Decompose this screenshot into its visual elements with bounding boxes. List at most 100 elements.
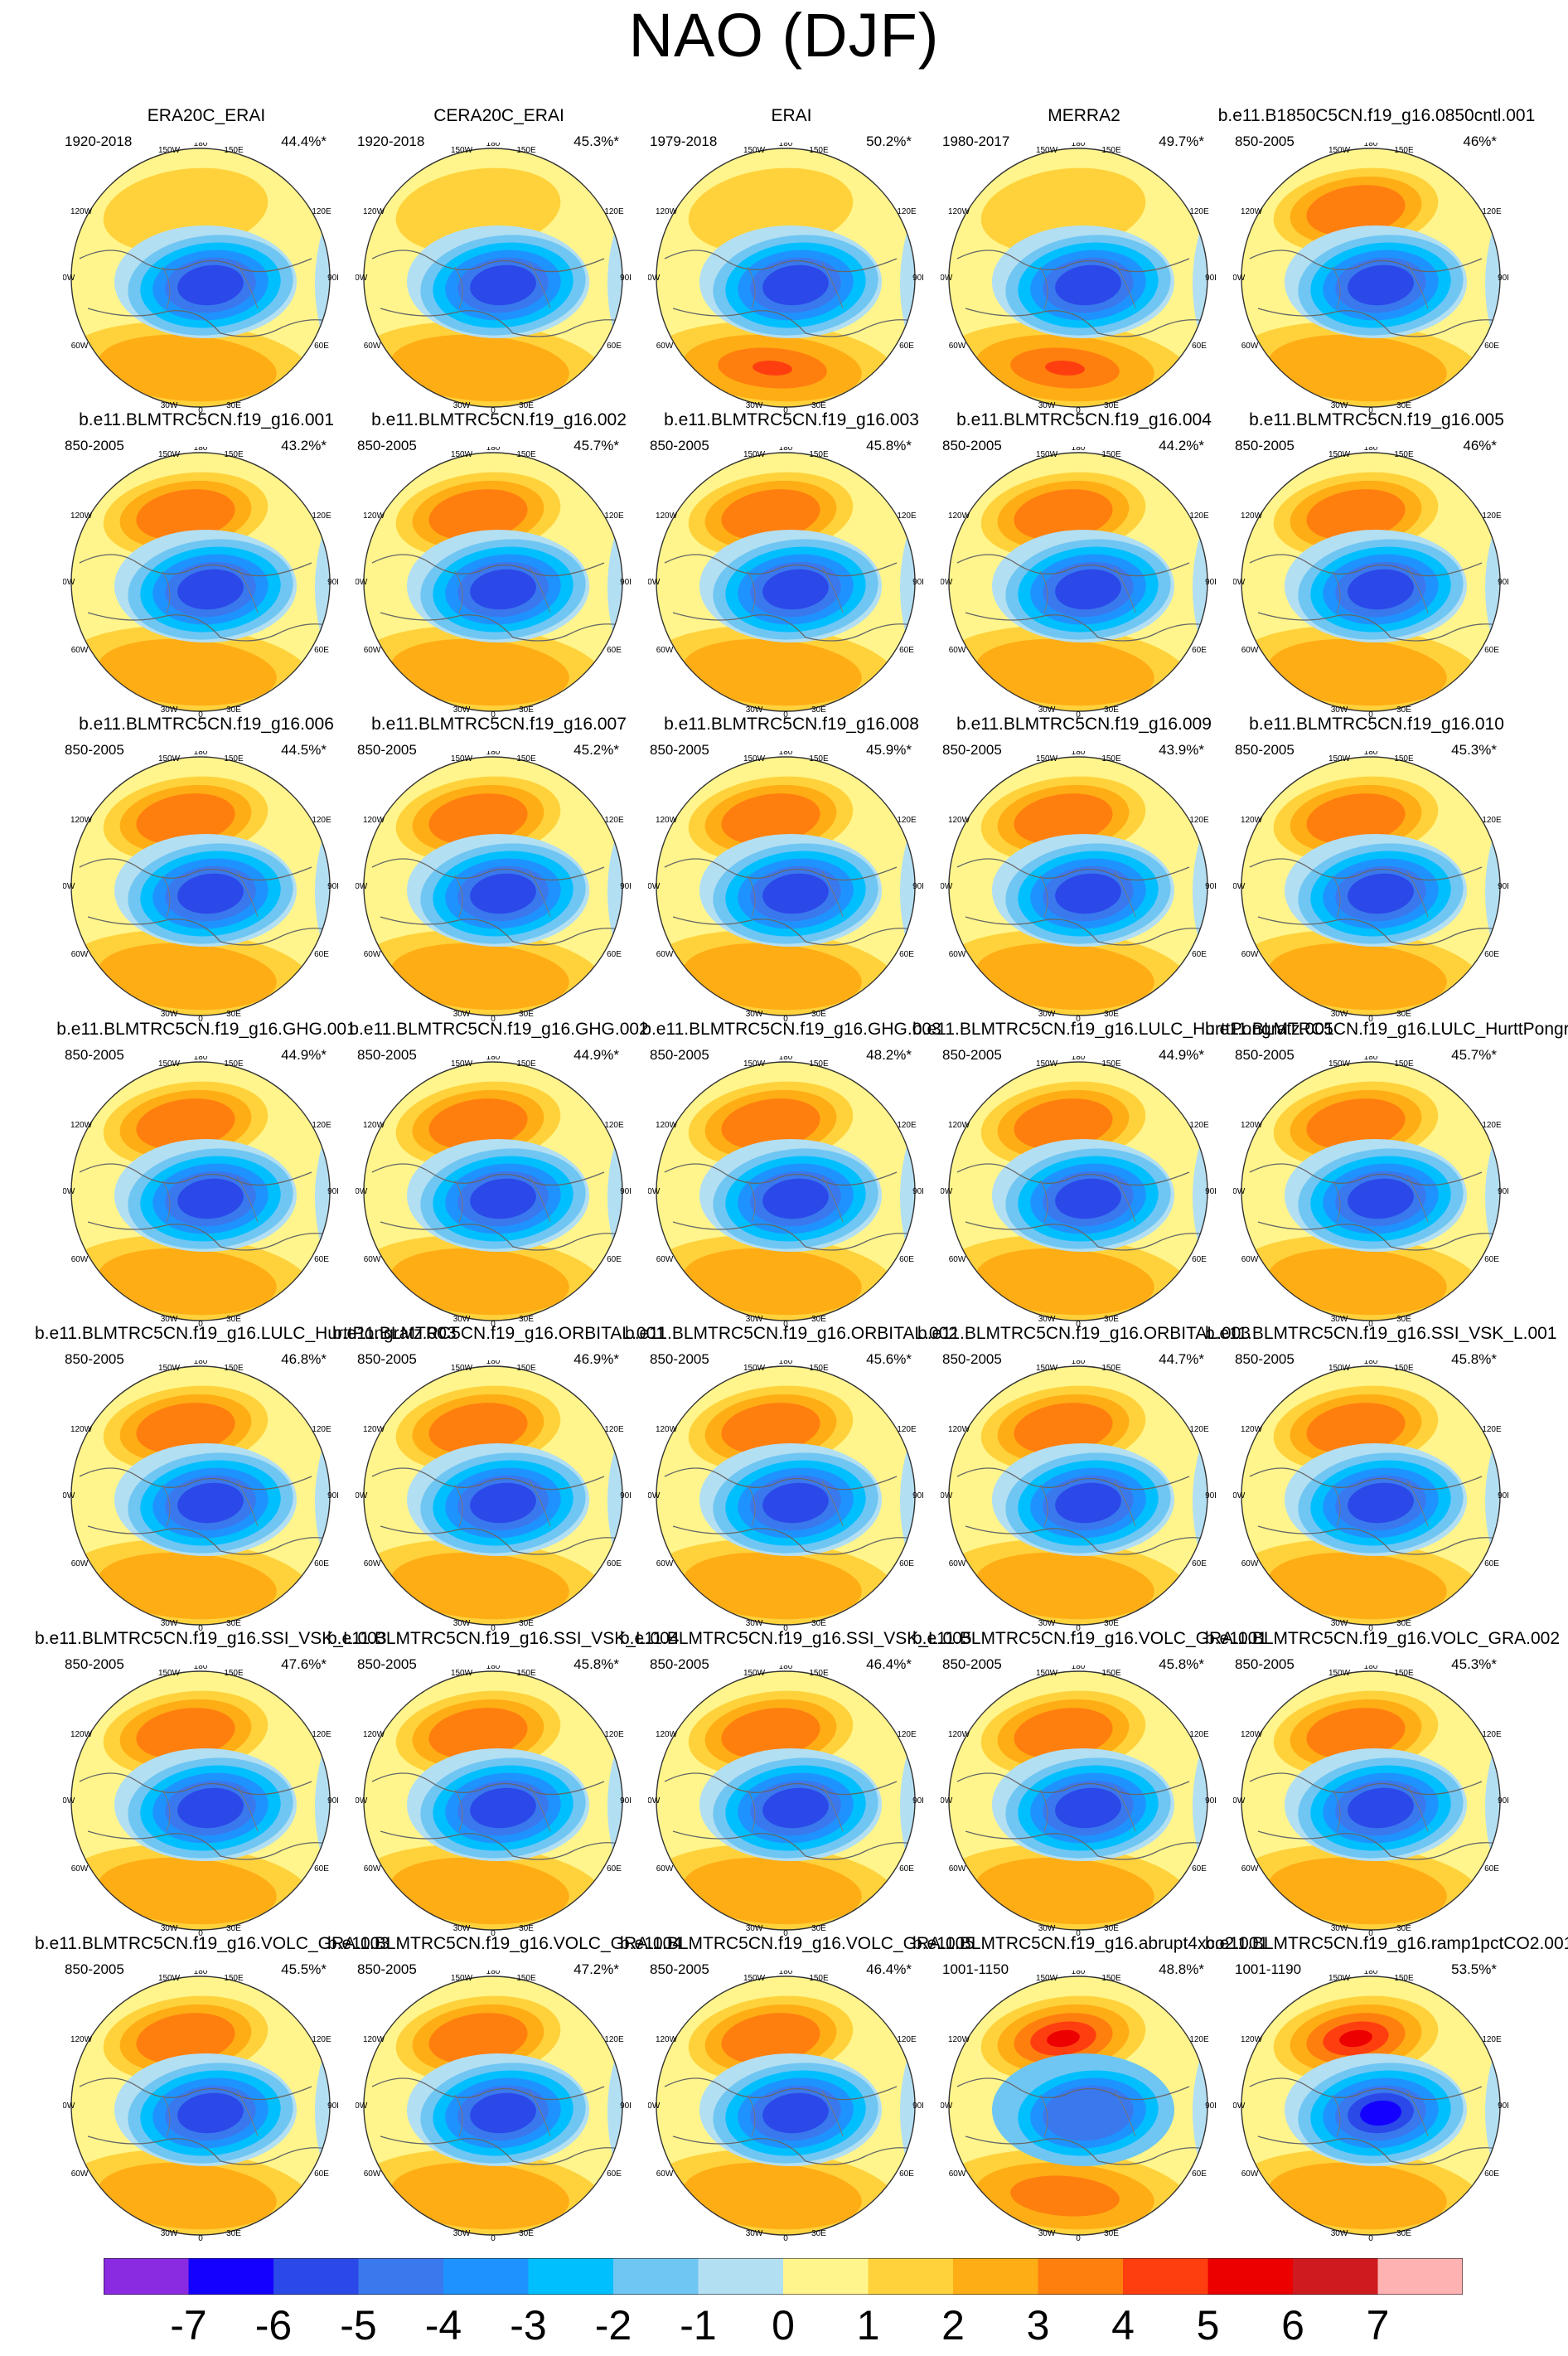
svg-text:150W: 150W [743,450,766,459]
svg-text:30E: 30E [811,1315,826,1324]
panel-variance-pct: 44.9%* [573,1047,619,1063]
svg-text:60W: 60W [1241,950,1259,959]
panel-variance-pct: 45.8%* [866,438,912,453]
panel-period: 850-2005 [650,1656,709,1672]
svg-text:150E: 150E [809,1364,829,1373]
svg-text:120E: 120E [897,1730,917,1739]
svg-text:60W: 60W [949,2169,966,2179]
map-panel: b.e11.BLMTRC5CN.f19_g16.ORBITAL.001 850-2… [332,1324,665,1631]
colorbar-tick-label: 6 [1281,2302,1304,2349]
svg-text:0: 0 [198,1320,203,1326]
svg-text:30E: 30E [1396,2229,1411,2238]
panel-variance-pct: 53.5%* [1451,1961,1497,1977]
svg-text:30E: 30E [811,1924,826,1933]
panel-period: 1920-2018 [65,133,133,149]
polar-map: 180 150W 150E 120W 120E 90W 90E 60W 60E 30W 30E 0 [941,1665,1216,1936]
svg-text:0: 0 [1368,1929,1373,1936]
svg-text:150E: 150E [516,1364,536,1373]
svg-text:150W: 150W [158,1364,181,1373]
panel-variance-pct: 46%* [1463,438,1497,453]
panel-variance-pct: 45.7%* [573,438,619,453]
polar-map: 180 150W 150E 120W 120E 90W 90E 60W 60E 30W 30E 0 [63,1056,338,1326]
svg-text:120E: 120E [604,207,624,216]
svg-text:180: 180 [1364,143,1378,148]
svg-text:120W: 120W [363,2035,385,2044]
svg-text:90E: 90E [1205,1187,1216,1196]
svg-text:90W: 90W [648,2101,661,2111]
svg-text:90W: 90W [63,274,75,283]
map-panel: b.e11.BLMTRC5CN.f19_g16.VOLC_GRA.003 850-… [35,1934,390,2241]
svg-text:30W: 30W [1331,1924,1348,1933]
polar-map: 180 150W 150E 120W 120E 90W 90E 60W 60E 30W 30E 0 [648,1056,923,1326]
svg-text:150E: 150E [516,1974,536,1983]
svg-text:0: 0 [198,1015,203,1021]
panel-title: b.e11.BLMTRC5CN.f19_g16.VOLC_GRA.001 [912,1629,1267,1648]
svg-text:180: 180 [486,1665,501,1671]
svg-text:120W: 120W [363,816,385,825]
svg-text:30W: 30W [1331,705,1348,715]
svg-text:60W: 60W [364,950,381,959]
svg-text:120E: 120E [604,1730,624,1739]
svg-text:30E: 30E [226,1315,241,1324]
colorbar-tick-label: -3 [510,2302,547,2349]
svg-text:90E: 90E [1498,578,1508,587]
colorbar [104,2258,1463,2295]
polar-map: 180 150W 150E 120W 120E 90W 90E 60W 60E 30W 30E 0 [356,751,631,1021]
svg-text:60W: 60W [364,646,381,655]
svg-text:60W: 60W [71,646,89,655]
map-panel: ERAI 1979-2018 50.2%* 180 150W 150E 120W 120E 90… [645,106,938,413]
svg-text:60W: 60W [949,950,966,959]
svg-text:120E: 120E [604,1425,624,1434]
svg-text:150W: 150W [1036,1669,1058,1678]
svg-text:60W: 60W [949,342,966,351]
svg-text:120E: 120E [604,511,624,521]
panel-period: 850-2005 [942,1047,1002,1063]
svg-text:120E: 120E [604,816,624,825]
svg-text:120E: 120E [312,1730,332,1739]
svg-text:120E: 120E [1189,2035,1209,2044]
svg-text:150W: 150W [1036,1974,1058,1983]
svg-text:60W: 60W [656,1255,674,1264]
svg-text:30W: 30W [746,1619,763,1628]
svg-text:60E: 60E [1192,1559,1207,1568]
svg-text:60E: 60E [1192,646,1207,655]
svg-text:60W: 60W [949,1864,966,1874]
map-panel: MERRA2 1980-2017 49.7%* 180 150W 150E 120W 120E… [937,106,1231,413]
panel-title: b.e11.BLMTRC5CN.f19_g16.009 [956,715,1212,734]
svg-text:60E: 60E [1484,950,1499,959]
svg-text:150E: 150E [516,1669,536,1678]
map-panel: b.e11.BLMTRC5CN.f19_g16.008 850-2005 45.9%… [645,715,938,1021]
svg-text:150E: 150E [516,450,536,459]
svg-text:90E: 90E [327,882,338,891]
svg-text:90E: 90E [912,882,923,891]
panel-title: b.e11.BLMTRC5CN.f19_g16.LULC_HurttPongra… [912,1020,1334,1039]
svg-text:180: 180 [779,1665,793,1671]
svg-text:90W: 90W [356,1796,368,1806]
svg-text:30E: 30E [1396,1619,1411,1628]
panel-variance-pct: 45.9%* [866,742,912,758]
colorbar-tick-label: -7 [170,2302,207,2349]
svg-text:120E: 120E [312,207,332,216]
svg-text:150W: 150W [1328,450,1351,459]
svg-text:150E: 150E [1394,146,1414,155]
panel-period: 850-2005 [650,1351,709,1367]
svg-text:90E: 90E [1498,2101,1508,2111]
svg-text:90W: 90W [63,1187,75,1196]
panel-title: b.e11.BLMTRC5CN.f19_g16.VOLC_GRA.005 [620,1934,975,1953]
colorbar-tick-label: 2 [941,2302,965,2349]
svg-text:30W: 30W [161,705,178,715]
map-panel: b.e11.BLMTRC5CN.f19_g16.006 850-2005 44.5%… [60,715,353,1021]
panel-title: b.e11.BLMTRC5CN.f19_g16.005 [1249,410,1504,429]
polar-map: 180 150W 150E 120W 120E 90W 90E 60W 60E 30W 30E 0 [941,1360,1216,1631]
svg-text:60W: 60W [364,1559,381,1568]
svg-text:60W: 60W [949,1559,966,1568]
panel-period: 850-2005 [942,438,1002,453]
svg-text:60W: 60W [1241,646,1259,655]
polar-map: 180 150W 150E 120W 120E 90W 90E 60W 60E 30W 30E 0 [63,447,338,717]
svg-text:150W: 150W [158,754,181,764]
svg-text:30W: 30W [746,705,763,715]
svg-text:120W: 120W [1241,1730,1263,1739]
panel-title: b.e11.BLMTRC5CN.f19_g16.SSI_VSK_L.004 [327,1629,680,1648]
svg-text:120W: 120W [1241,511,1263,521]
svg-text:150W: 150W [158,146,181,155]
